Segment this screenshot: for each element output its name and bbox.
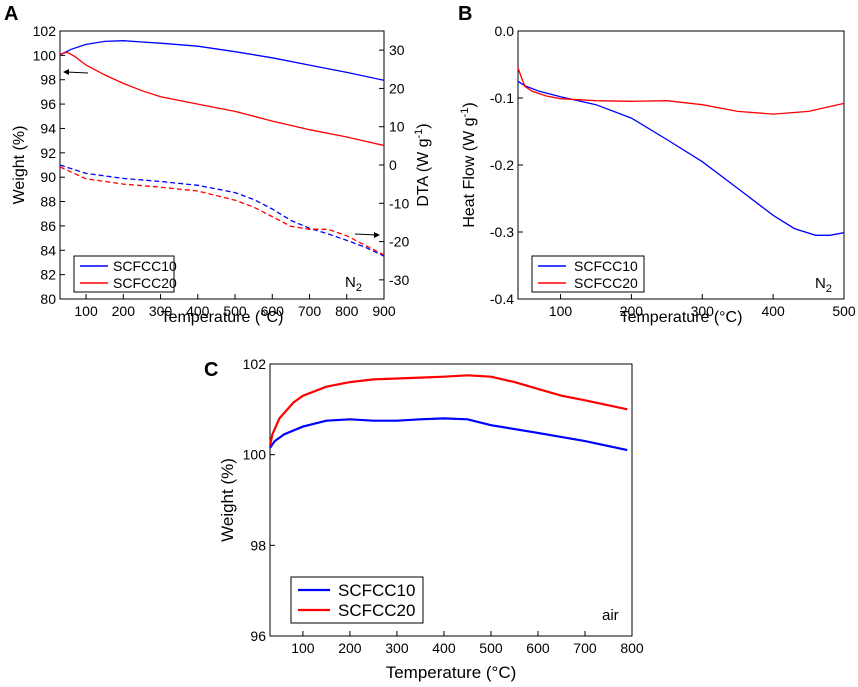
panel-c-y-title: Weight (%) [218, 458, 237, 542]
panel-b-legend-box [531, 255, 645, 293]
panel-c-x-tick-label: 800 [620, 640, 644, 656]
panel-b-y-title: Heat Flow (W g-1) [459, 102, 478, 227]
panel-a-annotation: N2 [345, 274, 362, 294]
panel-c: C 100 200 300 400 500 600 700 800 96 98 100 102 SC… [204, 356, 644, 682]
panel-b-y-tick-label: 0.0 [495, 23, 515, 39]
panel-a-legend-label-2: SCFCC20 [113, 275, 177, 291]
panel-b-series-scfcc20 [517, 67, 845, 115]
panel-a-y2-title: DTA (W g-1) [413, 123, 432, 206]
panel-b: B 100 200 300 400 500 -0.4 -0.3 -0.2 -0.1 0.0 SC… [458, 3, 856, 326]
panel-b-legend: SCFCC10 SCFCC20 [531, 255, 645, 293]
panel-b-x-tick-label: 300 [691, 303, 715, 319]
panel-a-y-tick-label: 94 [40, 120, 56, 136]
panel-a-y2-tick-label: 0 [389, 157, 397, 173]
panel-a-y-tick-label: 88 [40, 194, 56, 210]
panel-b-y-tick-label: -0.2 [490, 157, 514, 173]
panel-c-x-tick-label: 100 [291, 640, 315, 656]
panel-c-x-tick-label: 500 [479, 640, 503, 656]
panel-a-y2-tick-label: -30 [389, 272, 409, 288]
panel-a-y-tick-label: 82 [40, 267, 56, 283]
panel-a-legend-label-1: SCFCC10 [113, 258, 177, 274]
panel-a-y-tick-label: 90 [40, 169, 56, 185]
panel-a-y-tick-label: 80 [40, 291, 56, 307]
panel-a-letter: A [4, 3, 18, 25]
panel-c-x-title: Temperature (°C) [386, 663, 517, 682]
panel-a-y2-tick-label: 30 [389, 42, 405, 58]
panel-b-x-tick-label: 500 [832, 303, 856, 319]
panel-a-series-scfcc20-weight [59, 51, 385, 147]
panel-c-series-scfcc20 [268, 374, 628, 446]
panel-a-y-tick-label: 98 [40, 72, 56, 88]
panel-c-x-tick-label: 600 [526, 640, 550, 656]
panel-a-left-arrow [63, 69, 89, 75]
panel-a-y2-tick-label: -10 [389, 195, 409, 211]
panel-c-letter: C [204, 359, 218, 381]
panel-a-x-tick-label: 500 [223, 303, 247, 319]
panel-c-y-tick-label: 100 [243, 447, 267, 463]
panel-a-x-tick-label: 800 [335, 303, 359, 319]
panel-b-series-scfcc10 [517, 80, 845, 236]
panel-c-legend: SCFCC10 SCFCC20 [290, 576, 424, 624]
panel-c-x-tick-label: 700 [573, 640, 597, 656]
panel-b-x-tick-label: 400 [761, 303, 785, 319]
panel-a-x-title: Temperature (°C) [161, 309, 284, 326]
panel-b-y-tick-label: -0.4 [490, 291, 514, 307]
panel-a-x-tick-label: 300 [149, 303, 173, 319]
panel-a-y2-tick-label: 10 [389, 119, 405, 135]
panel-a-legend: SCFCC10 SCFCC20 [73, 255, 177, 293]
panel-c-y-tick-label: 96 [250, 628, 266, 644]
panel-a-y-tick-label: 100 [33, 47, 57, 63]
panel-a-y-tick-label: 92 [40, 145, 56, 161]
panel-a-x-tick-label: 900 [372, 303, 396, 319]
panel-a-right-arrow [354, 232, 380, 238]
panel-b-y-tick-label: -0.3 [490, 224, 514, 240]
panel-a-y-tick-label: 84 [40, 242, 56, 258]
panel-b-x-title: Temperature (°C) [620, 309, 743, 326]
panel-a-y-tick-label: 102 [33, 23, 57, 39]
panel-c-legend-label-2: SCFCC20 [338, 601, 415, 620]
panel-a-series-scfcc20-dta [59, 166, 385, 256]
panel-c-plot-frame [269, 363, 633, 637]
panel-a-x-tick-label: 200 [112, 303, 136, 319]
panel-b-y-tick-label: -0.1 [490, 90, 514, 106]
panel-a-y2-tick-label: -20 [389, 234, 409, 250]
panel-a-y-tick-label: 86 [40, 218, 56, 234]
panel-a-series-scfcc10-weight [59, 40, 385, 81]
panel-b-x-tick-label: 200 [620, 303, 644, 319]
panel-b-annotation: N2 [815, 275, 832, 295]
panel-a-x-tick-label: 700 [298, 303, 322, 319]
panel-a-x-tick-label: 600 [261, 303, 285, 319]
panel-c-x-tick-label: 400 [432, 640, 456, 656]
panel-c-legend-label-1: SCFCC10 [338, 581, 415, 600]
panel-a-y2-tick-label: 20 [389, 80, 405, 96]
panel-c-x-tick-label: 300 [385, 640, 409, 656]
panel-a-legend-box [73, 255, 175, 293]
panel-b-x-tick-label: 100 [549, 303, 573, 319]
panel-a: A 100 200 300 400 500 600 700 800 900 8082848688… [4, 3, 432, 326]
panel-c-annotation: air [602, 607, 619, 624]
panel-c-y-tick-label: 102 [243, 356, 267, 372]
panel-b-legend-label-1: SCFCC10 [574, 258, 638, 274]
panel-c-y-tick-label: 98 [250, 537, 266, 553]
panel-b-legend-label-2: SCFCC20 [574, 275, 638, 291]
panel-a-y-tick-label: 96 [40, 96, 56, 112]
panel-a-x-tick-label: 400 [186, 303, 210, 319]
panel-a-y-title: Weight (%) [11, 126, 28, 205]
panel-c-x-tick-label: 200 [338, 640, 362, 656]
panel-a-x-tick-label: 100 [74, 303, 98, 319]
panel-c-legend-box [290, 576, 424, 624]
panel-c-series-scfcc10 [269, 417, 628, 452]
panel-b-letter: B [458, 3, 472, 25]
panel-a-series-scfcc10-dta [59, 164, 385, 257]
